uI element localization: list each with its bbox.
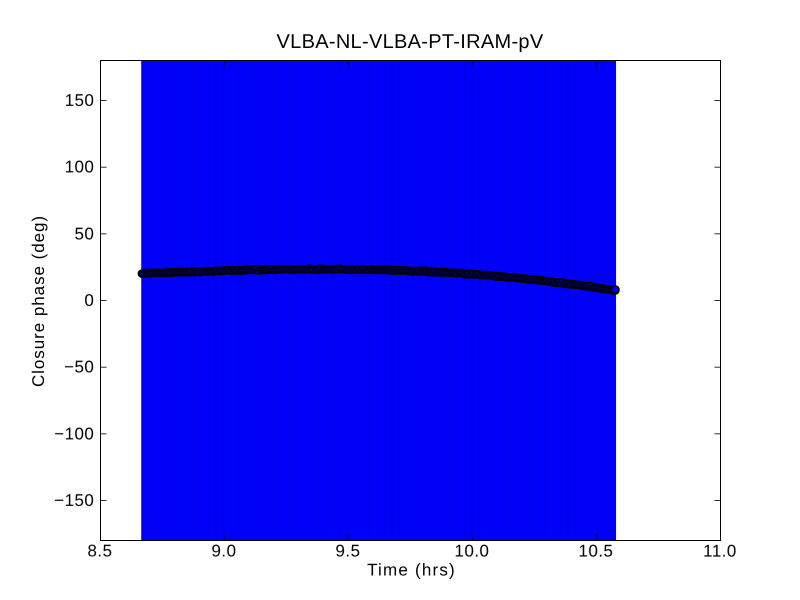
svg-text:9.5: 9.5	[335, 541, 360, 560]
svg-text:10.0: 10.0	[454, 542, 489, 561]
svg-text:−150: −150	[54, 491, 94, 510]
svg-text:50: 50	[75, 224, 95, 243]
svg-text:Time (hrs): Time (hrs)	[367, 560, 456, 579]
svg-text:150: 150	[65, 91, 95, 110]
svg-text:100: 100	[65, 158, 95, 177]
svg-text:VLBA-NL-VLBA-PT-IRAM-pV: VLBA-NL-VLBA-PT-IRAM-pV	[277, 31, 544, 53]
svg-text:−50: −50	[64, 358, 94, 377]
svg-text:−100: −100	[54, 424, 94, 443]
svg-text:10.5: 10.5	[578, 542, 613, 561]
svg-text:8.5: 8.5	[87, 541, 112, 560]
svg-text:0: 0	[84, 291, 94, 310]
svg-text:11.0: 11.0	[703, 542, 737, 561]
svg-text:9.0: 9.0	[211, 541, 236, 560]
svg-text:Closure phase (deg): Closure phase (deg)	[29, 215, 48, 387]
